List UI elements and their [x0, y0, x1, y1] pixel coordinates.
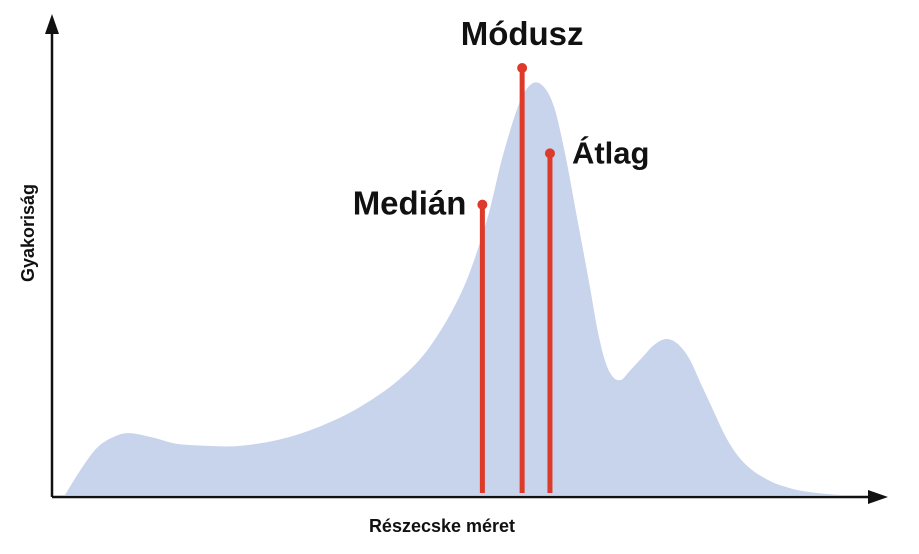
- marker-lines: Medián Módusz Átlag: [353, 15, 650, 493]
- y-axis-label: Gyakoriság: [18, 184, 38, 282]
- marker-dot-1: [517, 63, 528, 73]
- marker-label-2: Átlag: [572, 135, 650, 170]
- y-axis-arrow-icon: [45, 14, 59, 34]
- marker-label-1: Módusz: [461, 15, 584, 52]
- x-axis-label: Részecske méret: [369, 516, 515, 536]
- x-axis-arrow-icon: [868, 490, 888, 504]
- marker-dot-2: [544, 148, 555, 159]
- marker-dot-0: [477, 199, 488, 210]
- marker-label-0: Medián: [353, 185, 467, 222]
- frequency-area: [65, 82, 860, 496]
